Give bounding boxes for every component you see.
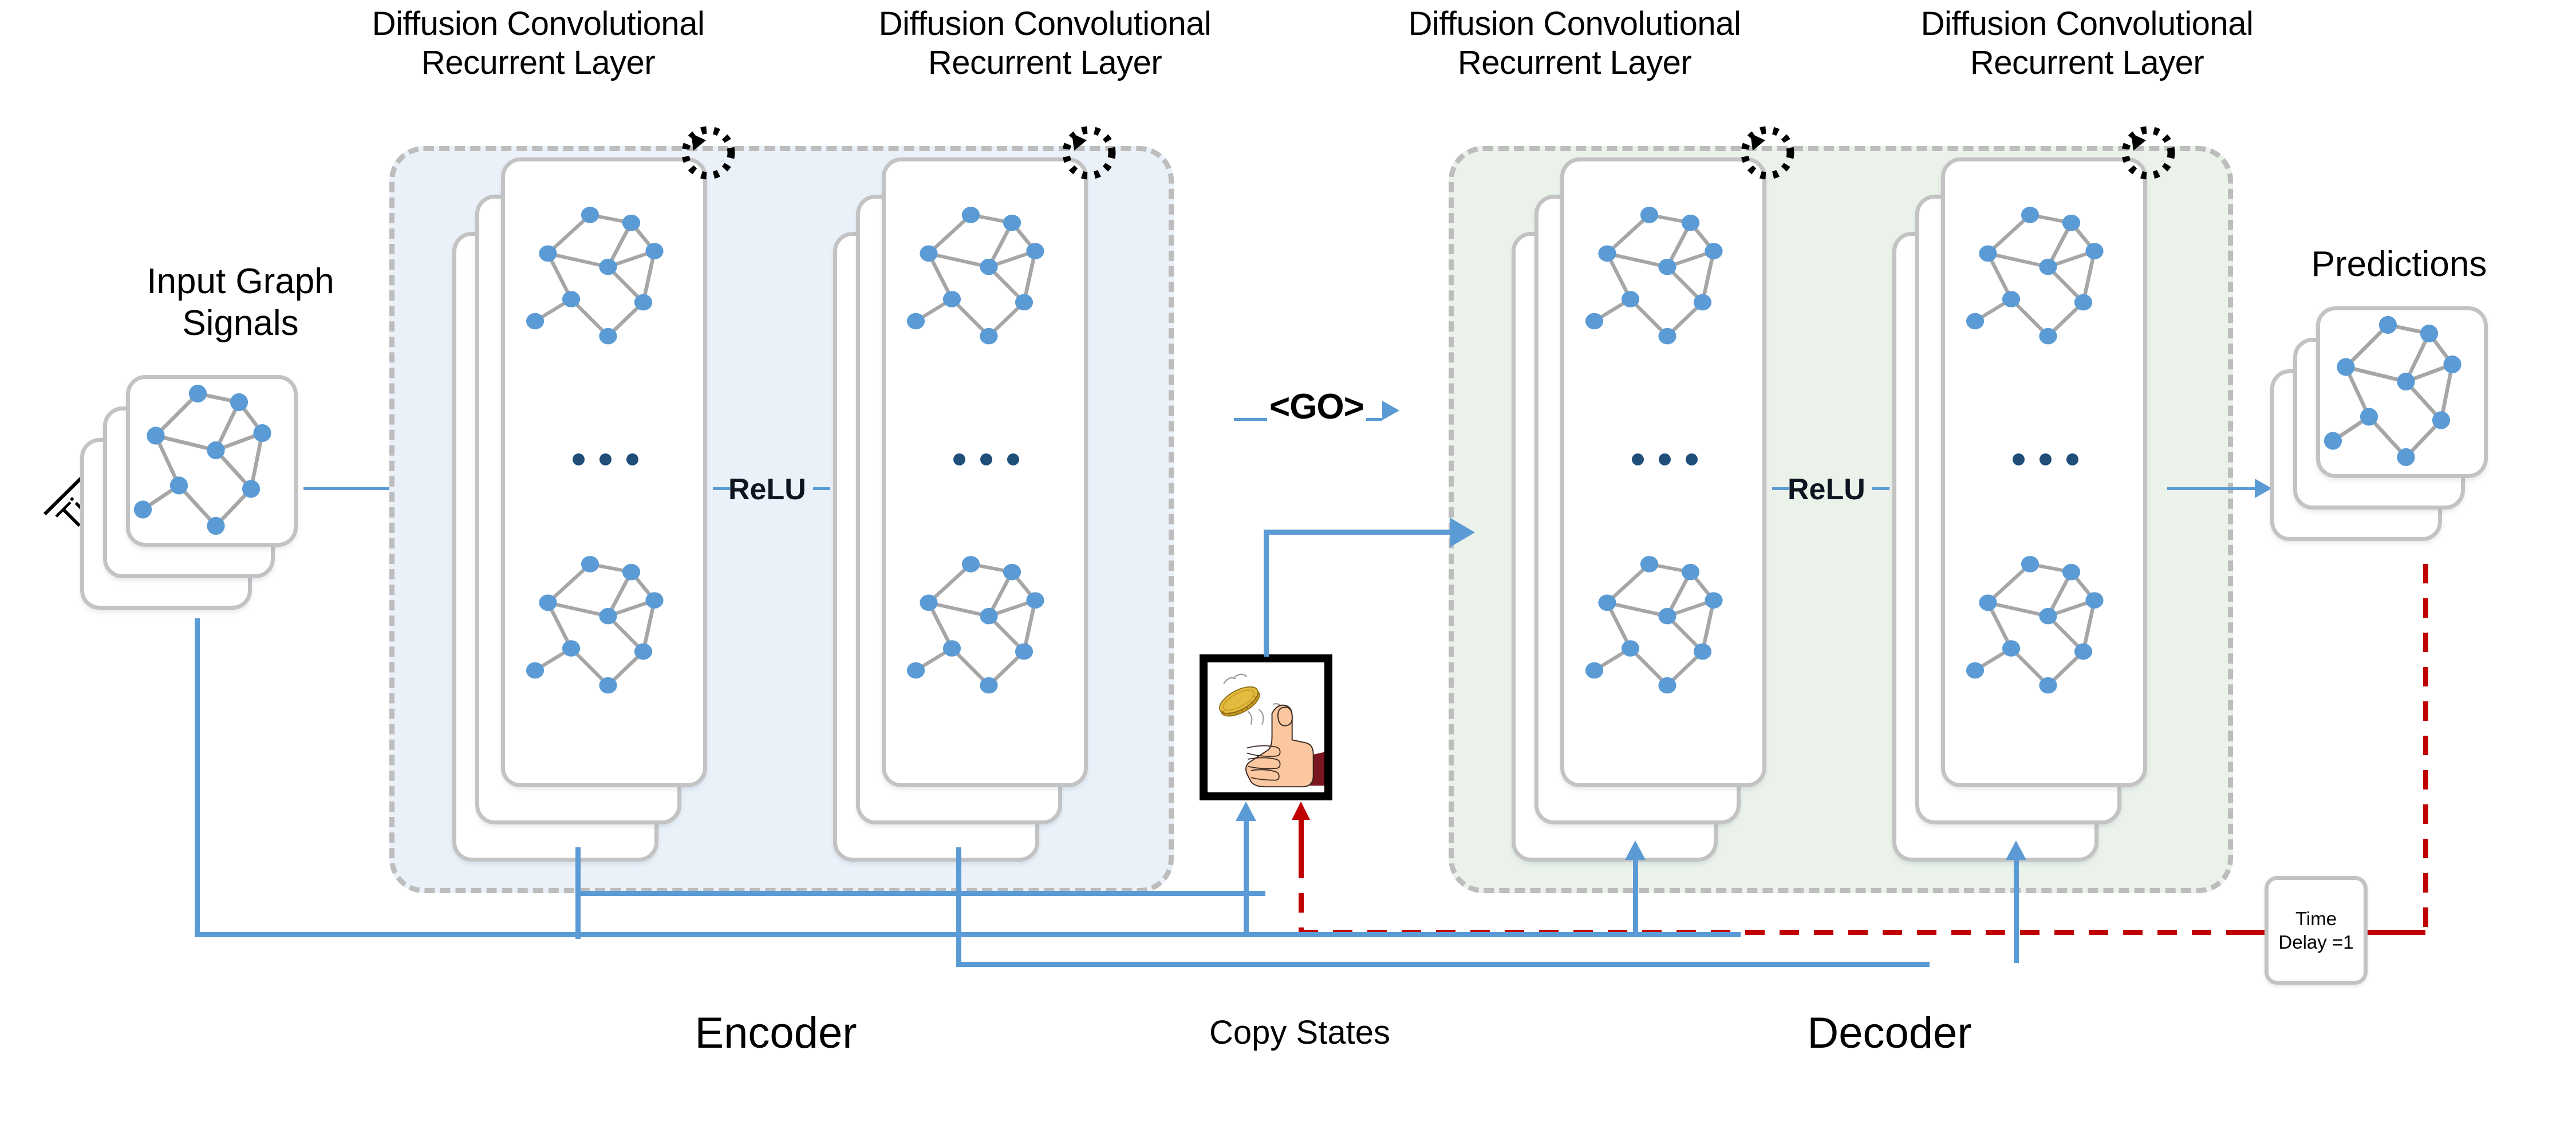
decoder-to-predictions-arrow-icon xyxy=(2255,479,2272,498)
decoder-relu-line-right xyxy=(1872,487,1889,490)
layer-card-front xyxy=(1941,157,2147,787)
graph-signal-illustration xyxy=(1585,207,1723,345)
go-token-connector: <GO> xyxy=(1234,387,1399,429)
layer-card-front xyxy=(1560,157,1766,787)
predictions-label: Predictions xyxy=(2311,244,2487,284)
feedback-solid-into-delay-left xyxy=(2233,930,2269,935)
sampling-to-decoder-vline xyxy=(1264,530,1269,657)
decoder-label: Decoder xyxy=(1807,1009,1972,1057)
layer-card-front xyxy=(501,157,707,787)
coin-flip-icon xyxy=(1200,654,1332,800)
graph-signal-illustration xyxy=(906,556,1044,694)
input-graph-signals-label: Input Graph Signals xyxy=(147,262,334,344)
layer-title-4: Diffusion Convolutional Recurrent Layer xyxy=(1920,5,2254,82)
input-graph-signal-stack xyxy=(80,375,309,621)
decoder-layer2-state-vline xyxy=(2014,859,2019,963)
go-line-right xyxy=(1366,417,1382,421)
prediction-into-sampling-arrow-icon xyxy=(1292,802,1310,820)
decoder-relu-label: ReLU xyxy=(1788,473,1865,506)
layer-title-2: Diffusion Convolutional Recurrent Layer xyxy=(878,5,1212,82)
encoder-layer-1 xyxy=(452,157,721,867)
time-delay-line1: Time xyxy=(2295,907,2337,929)
decoder-relu-line-left xyxy=(1772,487,1789,490)
graph-signal-illustration xyxy=(526,556,664,694)
prediction-feedback-dash-v xyxy=(1299,859,1304,935)
graph-signal-illustration xyxy=(526,207,664,345)
decoder-to-predictions-line xyxy=(2167,487,2256,490)
feedback-solid-into-delay-right xyxy=(2362,930,2425,935)
predictions-stack xyxy=(2270,306,2511,558)
encoder-relu-line-left xyxy=(713,487,730,490)
layer-title-3: Diffusion Convolutional Recurrent Layer xyxy=(1408,5,1741,82)
input-graph-card-front xyxy=(126,375,298,547)
layer-ellipsis xyxy=(573,453,638,465)
recurrent-loop-icon-2 xyxy=(1059,123,1119,183)
copy-states-label: Copy States xyxy=(1209,1014,1390,1051)
copy-states-hline-upper xyxy=(575,891,1265,896)
encoder-relu-line-right xyxy=(813,487,830,490)
layer-ellipsis xyxy=(953,453,1019,465)
graph-signal-illustration xyxy=(1585,556,1723,694)
time-delay-line2: Delay =1 xyxy=(2278,931,2354,953)
layer-ellipsis xyxy=(2013,453,2078,465)
graph-signal-illustration xyxy=(2323,315,2461,467)
feedback-dash-horizontal xyxy=(1299,930,2249,935)
go-arrow-icon xyxy=(1382,401,1399,420)
recurrent-loop-icon-1 xyxy=(678,123,738,183)
graph-signal-illustration xyxy=(1966,556,2104,694)
prediction-card-front xyxy=(2316,306,2488,478)
encoder-layer2-state-vline xyxy=(956,847,961,965)
go-token-label: <GO> xyxy=(1269,386,1364,427)
feedback-dash-vertical-right xyxy=(2423,564,2428,933)
decoder-layer2-state-arrow-icon xyxy=(2006,840,2026,860)
copy-states-hline-lower xyxy=(195,932,1741,937)
encoder-relu-label: ReLU xyxy=(728,473,806,506)
graph-signal-illustration xyxy=(1966,207,2104,345)
sampling-to-decoder-hline xyxy=(1264,530,1453,535)
decoder-layer-1 xyxy=(1512,157,1781,867)
graph-signal-illustration xyxy=(906,207,1044,345)
recurrent-loop-icon-4 xyxy=(2119,123,2178,183)
prediction-feedback-solid-v xyxy=(1299,818,1304,859)
layer-title-1: Diffusion Convolutional Recurrent Layer xyxy=(372,5,705,82)
decoder-layer1-state-arrow-icon xyxy=(1625,840,1646,860)
decoder-layer1-state-vline xyxy=(1633,859,1638,933)
decoder-layer-2 xyxy=(1892,157,2161,867)
input-bottom-vline xyxy=(195,618,200,934)
encoder-label: Encoder xyxy=(695,1009,857,1057)
graph-signal-illustration xyxy=(133,384,271,535)
copy-states-hline-bottom xyxy=(956,962,1930,967)
time-delay-box: Time Delay =1 xyxy=(2265,876,2368,985)
encoder-layer-2 xyxy=(833,157,1102,867)
sampling-to-decoder-arrow-icon xyxy=(1450,518,1475,547)
groundtruth-into-sampling-vline xyxy=(1244,818,1249,935)
recurrent-loop-icon-3 xyxy=(1738,123,1797,183)
layer-card-front xyxy=(882,157,1088,787)
layer-ellipsis xyxy=(1632,453,1698,465)
go-line-left xyxy=(1234,417,1267,421)
